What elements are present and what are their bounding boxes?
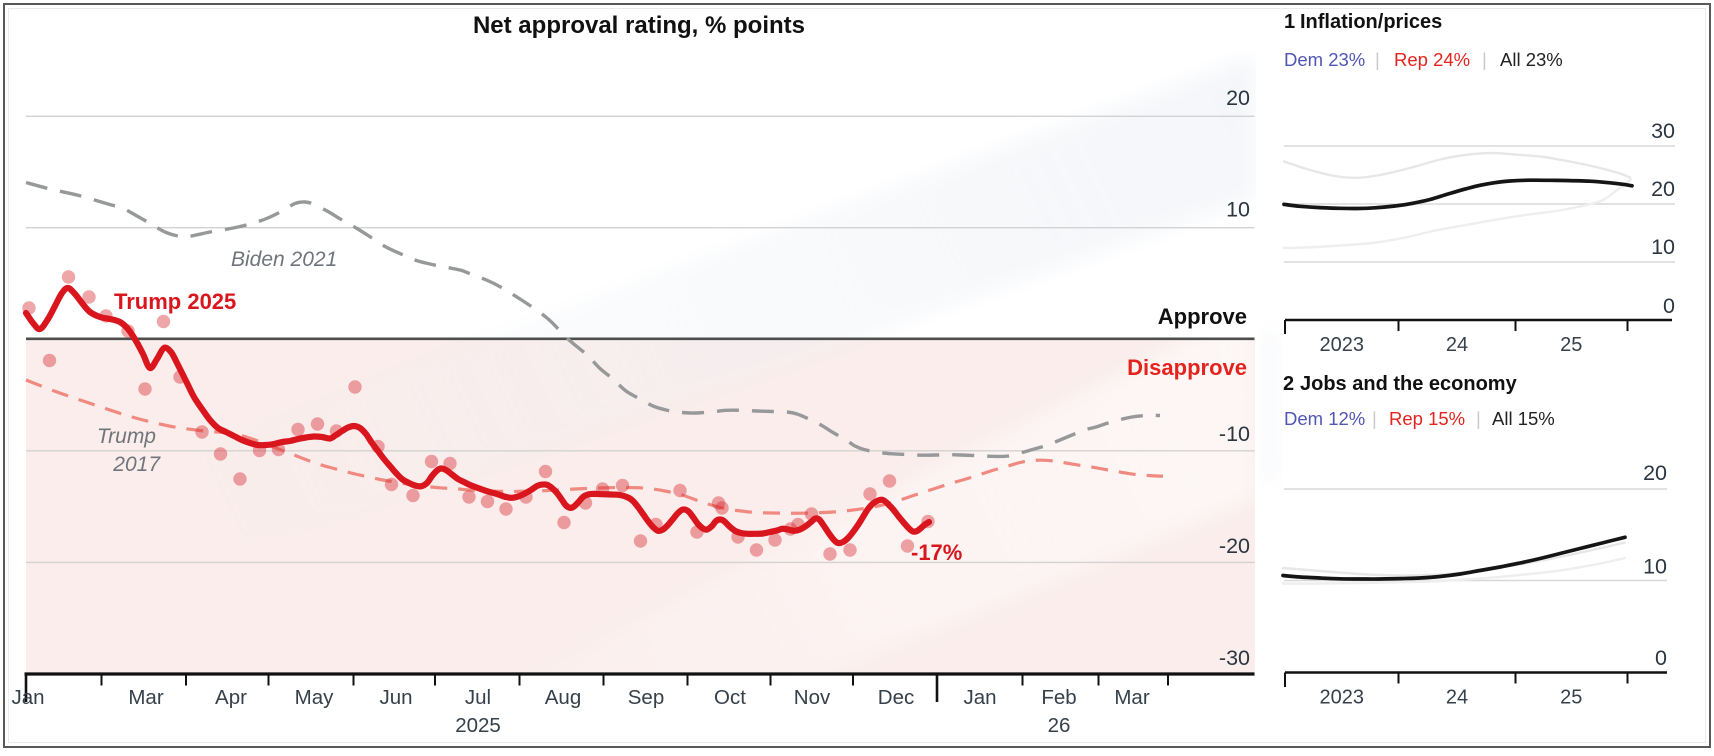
svg-text:Sep: Sep <box>628 686 664 709</box>
svg-text:Rep 24%: Rep 24% <box>1394 49 1470 70</box>
svg-text:Approve: Approve <box>1158 304 1247 329</box>
svg-text:Trump: Trump <box>97 425 156 448</box>
svg-text:Jan: Jan <box>963 686 996 709</box>
svg-text:2023: 2023 <box>1320 687 1365 709</box>
svg-text:May: May <box>295 686 334 709</box>
svg-text:Nov: Nov <box>794 686 831 709</box>
svg-text:Dem 23%: Dem 23% <box>1284 49 1365 70</box>
svg-text:Apr: Apr <box>215 686 247 709</box>
svg-text:1: 1 <box>1284 11 1295 33</box>
svg-text:-30: -30 <box>1219 646 1250 670</box>
svg-text:25: 25 <box>1560 334 1582 356</box>
svg-text:24: 24 <box>1446 687 1468 709</box>
svg-text:|: | <box>1375 49 1380 70</box>
svg-text:Jobs and the economy: Jobs and the economy <box>1300 373 1518 395</box>
svg-text:Biden 2021: Biden 2021 <box>231 248 337 271</box>
svg-text:2025: 2025 <box>455 714 501 737</box>
svg-text:25: 25 <box>1560 687 1582 709</box>
svg-text:|: | <box>1476 408 1481 429</box>
svg-text:Jul: Jul <box>465 686 491 709</box>
svg-text:2017: 2017 <box>112 453 161 476</box>
svg-text:Dem 12%: Dem 12% <box>1284 408 1365 429</box>
svg-text:|: | <box>1482 49 1487 70</box>
svg-text:-20: -20 <box>1219 534 1250 558</box>
svg-text:20: 20 <box>1226 86 1250 110</box>
svg-text:All 23%: All 23% <box>1500 49 1563 70</box>
svg-text:-17%: -17% <box>911 540 962 565</box>
svg-text:Net approval rating, % points: Net approval rating, % points <box>473 12 805 39</box>
svg-text:24: 24 <box>1446 334 1468 356</box>
svg-text:10: 10 <box>1643 555 1667 579</box>
svg-text:Rep 15%: Rep 15% <box>1389 408 1465 429</box>
svg-text:-10: -10 <box>1219 422 1250 446</box>
svg-text:Jan: Jan <box>11 686 44 709</box>
svg-text:|: | <box>1372 408 1377 429</box>
svg-text:20: 20 <box>1643 461 1667 485</box>
svg-text:26: 26 <box>1048 714 1071 737</box>
svg-text:10: 10 <box>1651 235 1675 259</box>
svg-text:2: 2 <box>1283 373 1294 395</box>
svg-text:Mar: Mar <box>1114 686 1149 709</box>
svg-text:0: 0 <box>1663 294 1675 318</box>
svg-text:Aug: Aug <box>545 686 581 709</box>
svg-text:All 15%: All 15% <box>1492 408 1555 429</box>
svg-text:Disapprove: Disapprove <box>1127 355 1247 380</box>
svg-text:Jun: Jun <box>379 686 412 709</box>
svg-text:Trump 2025: Trump 2025 <box>114 289 236 314</box>
svg-text:Feb: Feb <box>1041 686 1076 709</box>
svg-text:Dec: Dec <box>878 686 914 709</box>
svg-text:2023: 2023 <box>1320 334 1365 356</box>
svg-text:10: 10 <box>1226 198 1250 222</box>
svg-text:Inflation/prices: Inflation/prices <box>1300 11 1442 33</box>
svg-text:30: 30 <box>1651 119 1675 143</box>
svg-text:20: 20 <box>1651 177 1675 201</box>
svg-text:Oct: Oct <box>714 686 746 709</box>
svg-text:0: 0 <box>1655 646 1667 670</box>
svg-text:Mar: Mar <box>128 686 163 709</box>
